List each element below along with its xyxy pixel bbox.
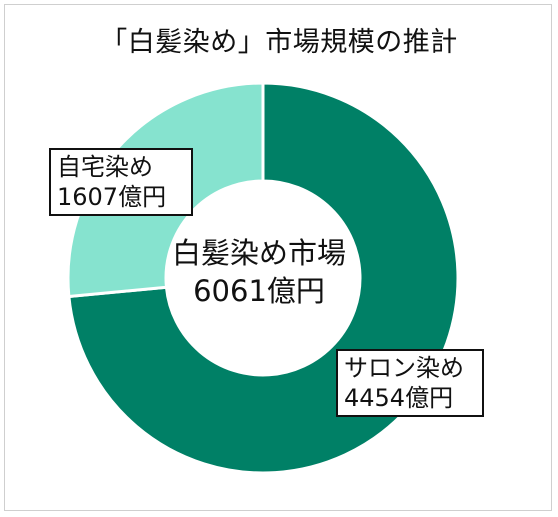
callout-salon-dye-name: サロン染め [344,354,464,382]
center-label-total: 6061億円 [193,274,325,308]
callout-home-dye-name: 自宅染め [57,153,153,181]
callout-home-dye: 自宅染め 1607億円 [49,148,193,216]
donut-center-label: 白髪染め市場 6061億円 [159,234,359,310]
callout-salon-dye: サロン染め 4454億円 [336,349,484,417]
chart-title: 「白髪染め」市場規模の推計 [100,27,458,58]
callout-salon-dye-value: 4454億円 [344,384,454,412]
center-label-title: 白髪染め市場 [171,236,346,270]
callout-home-dye-value: 1607億円 [57,183,167,211]
